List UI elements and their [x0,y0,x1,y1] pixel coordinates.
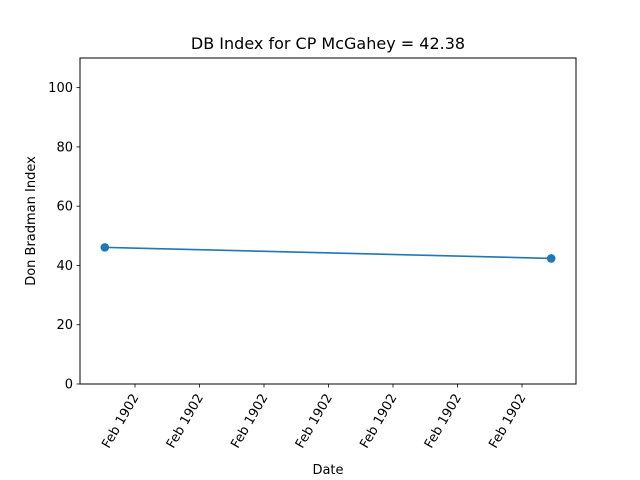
series-line [104,246,552,260]
series-layer [100,243,556,263]
plot-frame [79,57,577,385]
y-tick-label: 0 [65,378,73,393]
data-point [100,243,110,252]
y-tick-label: 20 [56,318,73,333]
x-axis-label: Date [312,463,343,478]
y-tick-label: 100 [48,81,73,96]
y-tick-label: 60 [56,200,73,215]
y-axis: 0 20 40 60 80 100 [48,81,80,393]
y-axis-label: Don Bradman Index [24,156,39,286]
chart-title: DB Index for CP McGahey = 42.38 [191,34,465,53]
y-tick-label: 80 [56,140,73,155]
y-tick-label: 40 [56,259,73,274]
data-point [546,254,556,263]
